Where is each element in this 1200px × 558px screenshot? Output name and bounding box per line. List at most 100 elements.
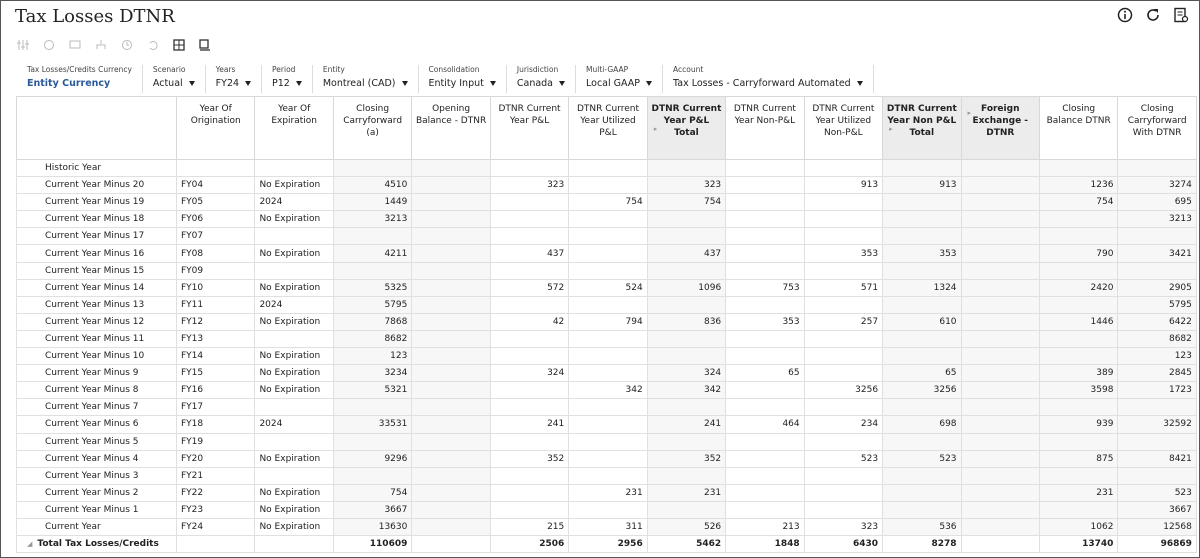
cell[interactable] (725, 449, 805, 468)
cell[interactable] (725, 347, 805, 366)
cell[interactable]: 437 (489, 244, 570, 263)
cell[interactable] (489, 381, 570, 400)
cell[interactable] (489, 483, 570, 502)
cell[interactable] (725, 329, 805, 349)
cell[interactable] (803, 261, 884, 280)
tool-icon[interactable] (199, 39, 211, 51)
pov-value[interactable]: Canada (517, 78, 566, 89)
cell[interactable]: 524 (568, 278, 648, 297)
cell[interactable] (725, 227, 805, 246)
pov-item[interactable]: Jurisdiction Canada (517, 65, 577, 93)
cell[interactable]: 231 (568, 483, 648, 502)
pov-value[interactable]: Entity Currency (27, 78, 132, 89)
cell[interactable]: 323 (489, 176, 570, 195)
expand-marker[interactable]: ▸ (889, 125, 893, 133)
pov-value[interactable]: FY24 (216, 78, 252, 89)
cell[interactable] (803, 398, 884, 417)
cell[interactable] (568, 364, 648, 383)
cell[interactable]: 234 (803, 415, 884, 434)
cell[interactable] (725, 244, 805, 263)
cell[interactable] (803, 158, 884, 178)
cell[interactable] (489, 295, 570, 314)
cell[interactable]: 324 (489, 364, 570, 383)
pov-value[interactable]: Entity Input (429, 78, 496, 89)
cell[interactable] (489, 210, 570, 229)
tool-icon[interactable] (69, 39, 81, 51)
cell[interactable] (725, 158, 805, 178)
cell[interactable] (489, 398, 570, 417)
cell[interactable]: 241 (489, 415, 570, 434)
cell[interactable]: 353 (725, 312, 805, 331)
cell[interactable] (489, 432, 570, 451)
tool-icon[interactable] (17, 39, 29, 51)
tool-icon[interactable] (147, 39, 159, 51)
cell[interactable] (803, 295, 884, 314)
tool-icon[interactable] (43, 39, 55, 51)
cell[interactable] (489, 158, 570, 178)
report-button[interactable] (1173, 7, 1189, 23)
cell[interactable] (489, 227, 570, 246)
tool-icon[interactable] (95, 39, 107, 51)
cell[interactable] (725, 500, 805, 519)
pov-value[interactable]: Local GAAP (586, 78, 653, 89)
cell[interactable]: 323 (803, 517, 884, 537)
cell[interactable] (725, 176, 805, 195)
cell[interactable] (803, 193, 884, 212)
pov-item[interactable]: Scenario Actual (153, 65, 206, 93)
cell[interactable] (725, 261, 805, 280)
cell[interactable] (568, 244, 648, 263)
cell[interactable] (568, 329, 648, 349)
cell[interactable] (489, 261, 570, 280)
cell[interactable]: 464 (725, 415, 805, 434)
cell[interactable] (725, 483, 805, 502)
pov-item[interactable]: Multi-GAAP Local GAAP (586, 65, 664, 93)
cell[interactable] (568, 500, 648, 519)
cell[interactable] (725, 432, 805, 451)
cell[interactable] (803, 210, 884, 229)
cell[interactable]: 913 (803, 176, 884, 195)
cell[interactable] (489, 347, 570, 366)
cell[interactable] (803, 329, 884, 349)
pov-value[interactable]: P12 (272, 78, 302, 89)
cell[interactable] (725, 295, 805, 314)
cell[interactable]: 794 (568, 312, 648, 331)
tool-icon[interactable] (121, 39, 133, 51)
cell[interactable] (725, 193, 805, 212)
cell[interactable] (803, 347, 884, 366)
cell[interactable]: 213 (725, 517, 805, 537)
info-button[interactable] (1117, 7, 1133, 23)
cell[interactable] (568, 415, 648, 434)
pov-item[interactable]: Entity Montreal (CAD) (323, 65, 419, 93)
cell[interactable]: 572 (489, 278, 570, 297)
cell[interactable] (568, 398, 648, 417)
cell[interactable]: 65 (725, 364, 805, 383)
cell[interactable]: 2956 (568, 535, 648, 554)
cell[interactable] (803, 227, 884, 246)
expand-marker[interactable]: ▸ (967, 109, 972, 117)
cell[interactable] (489, 466, 570, 485)
cell[interactable] (803, 364, 884, 383)
pov-item[interactable]: Period P12 (272, 65, 313, 93)
refresh-button[interactable] (1145, 7, 1161, 23)
cell[interactable]: 571 (803, 278, 884, 297)
cell[interactable] (568, 176, 648, 195)
cell[interactable]: 42 (489, 312, 570, 331)
cell[interactable] (568, 449, 648, 468)
cell[interactable] (725, 466, 805, 485)
pov-item[interactable]: Account Tax Losses - Carryforward Automat… (673, 65, 874, 93)
cell[interactable] (489, 500, 570, 519)
pov-value[interactable]: Actual (153, 78, 195, 89)
cell[interactable] (725, 398, 805, 417)
cell[interactable]: 753 (725, 278, 805, 297)
cell[interactable]: 257 (803, 312, 884, 331)
cell[interactable] (489, 329, 570, 349)
cell[interactable]: 523 (803, 449, 884, 468)
cell[interactable]: 215 (489, 517, 570, 537)
expand-marker[interactable]: ▸ (653, 125, 658, 133)
cell[interactable] (803, 483, 884, 502)
cell[interactable] (725, 381, 805, 400)
cell[interactable] (568, 347, 648, 366)
pov-value[interactable]: Tax Losses - Carryforward Automated (673, 78, 863, 89)
cell[interactable] (568, 466, 648, 485)
cell[interactable]: 1848 (725, 535, 805, 554)
